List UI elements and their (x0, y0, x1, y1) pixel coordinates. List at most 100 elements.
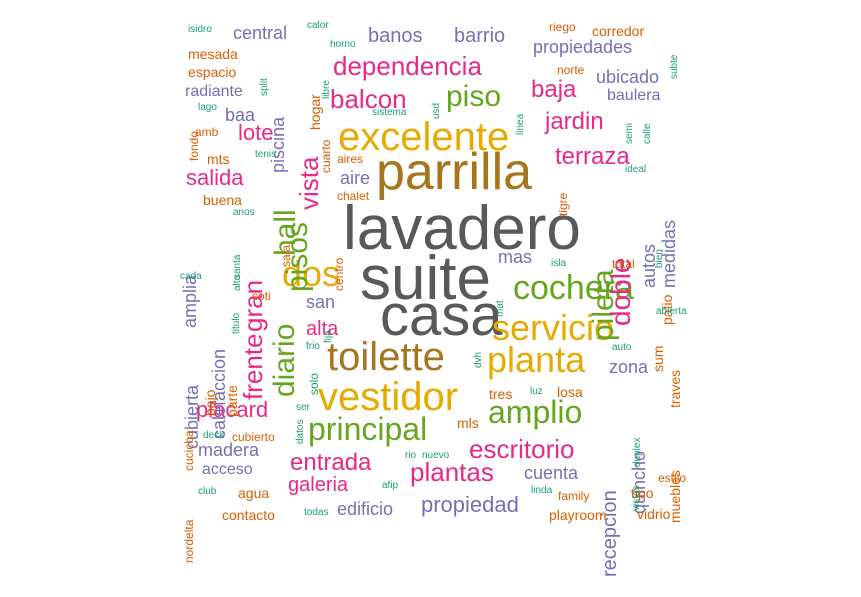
cloud-word-text: amb (195, 125, 219, 139)
cloud-word-text: auto (612, 342, 632, 353)
cloud-word: aire (340, 169, 370, 187)
cloud-word-text: zona (609, 357, 649, 377)
cloud-word-text: linea (515, 113, 526, 135)
cloud-word: club (198, 487, 216, 497)
cloud-word: dependencia (333, 53, 482, 79)
cloud-word-text: propiedades (533, 37, 633, 57)
cloud-word-text: mls (457, 415, 479, 431)
cloud-word-text: amplia (180, 274, 200, 328)
cloud-word-text: jardin (545, 108, 604, 135)
cloud-word-text: cochera (513, 269, 634, 307)
cloud-word: family (558, 490, 589, 502)
cloud-word-text: barrio (454, 25, 506, 47)
cloud-word: isla (551, 259, 566, 269)
cloud-word: alta (306, 319, 338, 339)
cloud-word: cochera (513, 271, 634, 305)
cloud-word-text: lavadero (343, 194, 581, 263)
cloud-word: parte (224, 385, 257, 431)
cloud-word: sum (650, 346, 677, 386)
cloud-word-text: losa (557, 384, 583, 400)
cloud-word-text: vidrio (637, 506, 671, 522)
cloud-word-text: san (306, 292, 336, 312)
cloud-word-text: coti (252, 289, 271, 303)
cloud-word-text: isla (551, 258, 567, 269)
cloud-word: agua (238, 486, 269, 500)
cloud-word-text: vestidor (318, 375, 459, 419)
cloud-word: acceso (202, 462, 253, 478)
cloud-word-text: planta (487, 339, 586, 380)
cloud-word-text: buena (203, 192, 242, 208)
cloud-word-text: riego (549, 20, 576, 34)
cloud-word: traves (667, 370, 706, 422)
cloud-word-text: norte (557, 63, 585, 77)
cloud-word-text: toilette (327, 335, 445, 379)
cloud-word-text: afip (382, 480, 399, 491)
cloud-word: terraza (555, 145, 630, 169)
cloud-word-text: parrilla (376, 143, 533, 201)
cloud-word: casa (380, 287, 503, 345)
cloud-word-text: semi (624, 122, 635, 144)
cloud-word: entrada (290, 451, 371, 475)
cloud-word: placard (196, 399, 268, 421)
cloud-word-text: playroom (549, 507, 607, 523)
cloud-word: jardin (545, 110, 604, 134)
cloud-word: piso (446, 82, 501, 112)
cloud-word: duplex (632, 438, 662, 477)
cloud-word-text: banos (368, 25, 423, 47)
cloud-word: muebles (667, 470, 721, 537)
cloud-word: datos (295, 420, 320, 454)
cloud-word: planta (487, 342, 585, 378)
cloud-word-text: madera (198, 440, 260, 460)
cloud-word-text: cuarto (319, 139, 333, 173)
cloud-word-text: hogar (307, 94, 323, 130)
cloud-word-text: plantas (410, 457, 494, 487)
cloud-word-text: isidro (188, 24, 212, 35)
cloud-word-text: baja (531, 76, 577, 103)
cloud-word-text: club (198, 486, 217, 497)
cloud-word-text: mat (495, 300, 506, 317)
cloud-word-text: dvh (473, 351, 484, 368)
cloud-word: titulo (231, 313, 253, 344)
cloud-word: bien (654, 249, 674, 278)
cloud-word-text: recepcion (599, 490, 621, 577)
cloud-word-text: galeria (288, 474, 349, 496)
cloud-word-text: mesada (188, 46, 238, 62)
cloud-word-text: horno (330, 39, 356, 50)
cloud-word: todas (304, 508, 328, 518)
cloud-word-text: agua (238, 485, 270, 501)
cloud-word: subte (669, 55, 694, 89)
cloud-word: principal (308, 413, 427, 445)
cloud-word-text: corredor (592, 23, 645, 39)
cloud-word-text: tenis (255, 149, 277, 160)
cloud-word: baulera (607, 88, 660, 104)
cloud-word-text: dependencia (333, 51, 482, 81)
cloud-word: tipo (631, 486, 654, 500)
cloud-word: galeria (288, 475, 348, 495)
cloud-word-text: suite (360, 244, 491, 313)
cloud-word-text: acceso (202, 461, 253, 478)
word-cloud: lavadero suite casa parrilla excelente toilet… (180, 20, 721, 578)
cloud-word: total (612, 258, 635, 270)
cloud-word: calle (642, 123, 664, 154)
cloud-word-text: principal (308, 411, 428, 447)
cloud-word: amplio (488, 396, 582, 428)
cloud-word-text: ser (296, 402, 310, 413)
cloud-word-text: subte (669, 54, 680, 79)
cloud-word: afip (382, 481, 398, 491)
cloud-word-text: aires (337, 152, 364, 166)
cloud-word-text: duplex (632, 437, 643, 467)
cloud-word: barrio (454, 26, 505, 46)
cloud-word: central (233, 24, 287, 42)
cloud-word: cada (180, 272, 202, 282)
cloud-word-text: lote (238, 120, 274, 145)
cloud-word: fija (323, 330, 337, 353)
cloud-word: recepcion (599, 490, 687, 597)
cloud-word-text: cucicba (182, 430, 196, 471)
cloud-word-text: espacio (188, 64, 237, 80)
cloud-word-text: tres (489, 386, 513, 402)
cloud-word: ser (296, 403, 310, 413)
cloud-word: corredor (592, 24, 644, 38)
cloud-word: horno (330, 40, 356, 50)
cloud-word-text: solo (307, 372, 321, 395)
cloud-word-text: datos (295, 419, 306, 444)
